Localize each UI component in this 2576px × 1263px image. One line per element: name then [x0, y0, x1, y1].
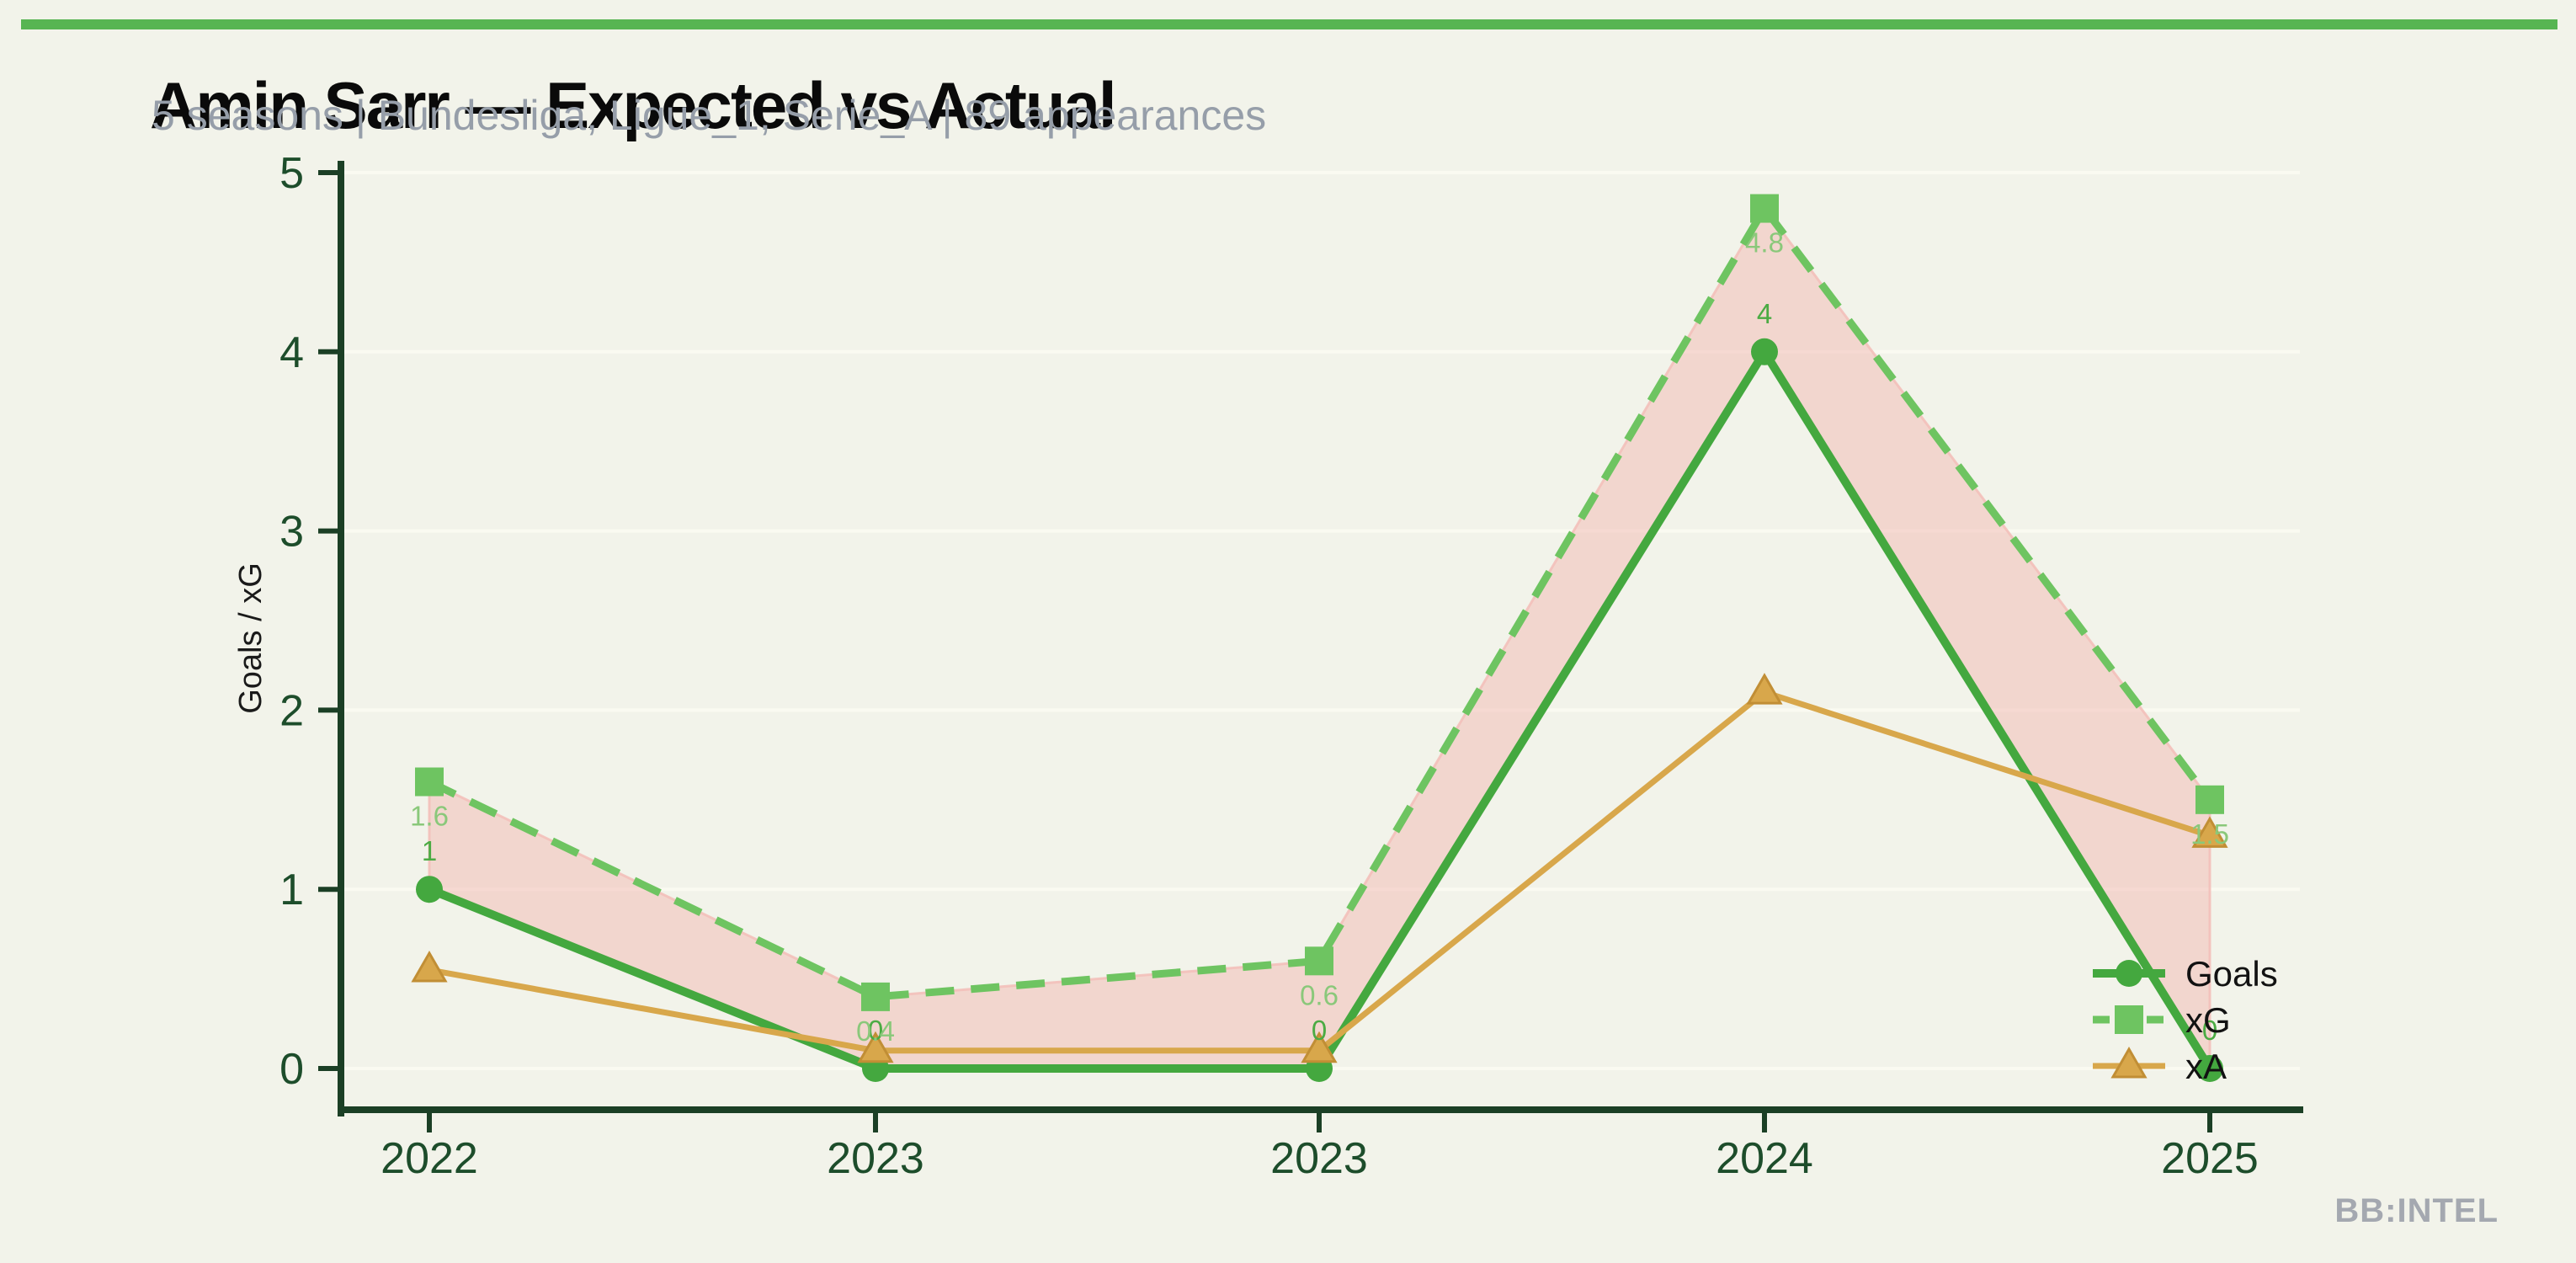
- legend-goals-label: Goals: [2185, 954, 2278, 994]
- xg-point-label: 4.8: [1745, 227, 1784, 258]
- xg-point-label: 0.4: [856, 1015, 895, 1047]
- goals-point-label: 1: [422, 835, 437, 866]
- x-tick-label: 2025: [2161, 1134, 2259, 1183]
- goals-point-label: 0: [2202, 1015, 2217, 1046]
- goals-point-label: 4: [1757, 298, 1772, 329]
- xg-marker: [1750, 194, 1779, 223]
- xa-marker: [411, 950, 448, 983]
- xg-point-label: 1.6: [410, 801, 449, 832]
- xg-marker: [415, 767, 444, 797]
- y-tick-label: 3: [279, 508, 304, 557]
- legend-xa-marker: [2110, 1046, 2148, 1079]
- chart-subtitle: 5 seasons | Bundesliga, Ligue_1, Serie_A…: [152, 92, 1267, 139]
- x-tick-label: 2022: [381, 1134, 478, 1183]
- top-accent-bar: [21, 19, 2557, 29]
- watermark: BB:INTEL: [2334, 1192, 2499, 1229]
- x-tick-label: 2023: [827, 1134, 924, 1183]
- xg-point-label: 1.5: [2190, 818, 2229, 850]
- xa-marker: [1746, 673, 1783, 705]
- goals-marker: [1751, 338, 1778, 365]
- goals-marker: [416, 876, 443, 903]
- legend-xg-label: xG: [2185, 1000, 2231, 1040]
- x-tick-label: 2024: [1716, 1134, 1813, 1183]
- goals-marker: [2196, 1055, 2223, 1082]
- xa-marker: [857, 1031, 894, 1063]
- y-tick-label: 2: [279, 686, 304, 735]
- xg-line: [428, 201, 2213, 1001]
- legend-xa-label: xA: [2185, 1047, 2227, 1086]
- xg-marker: [861, 982, 890, 1011]
- y-tick-label: 0: [279, 1045, 304, 1094]
- xg-marker: [2195, 785, 2224, 814]
- x-tick-label: 2023: [1270, 1134, 1368, 1183]
- goals-point-label: 0: [868, 1015, 883, 1046]
- xa-marker: [1301, 1031, 1338, 1063]
- y-axis-label: Goals / xG: [233, 562, 269, 714]
- y-tick-label: 1: [279, 866, 304, 914]
- chart-title: Amin Sarr — Expected vs Actual: [150, 68, 1117, 143]
- y-tick-label: 5: [279, 149, 304, 198]
- legend-goals-marker: [2116, 960, 2142, 987]
- legend-xg-marker: [2115, 1005, 2143, 1034]
- xa-marker: [2191, 816, 2228, 848]
- xg-marker: [1305, 946, 1333, 976]
- xg-point-label: 0.6: [1300, 979, 1339, 1010]
- y-tick-label: 4: [279, 328, 304, 377]
- goals-point-label: 0: [1312, 1015, 1327, 1046]
